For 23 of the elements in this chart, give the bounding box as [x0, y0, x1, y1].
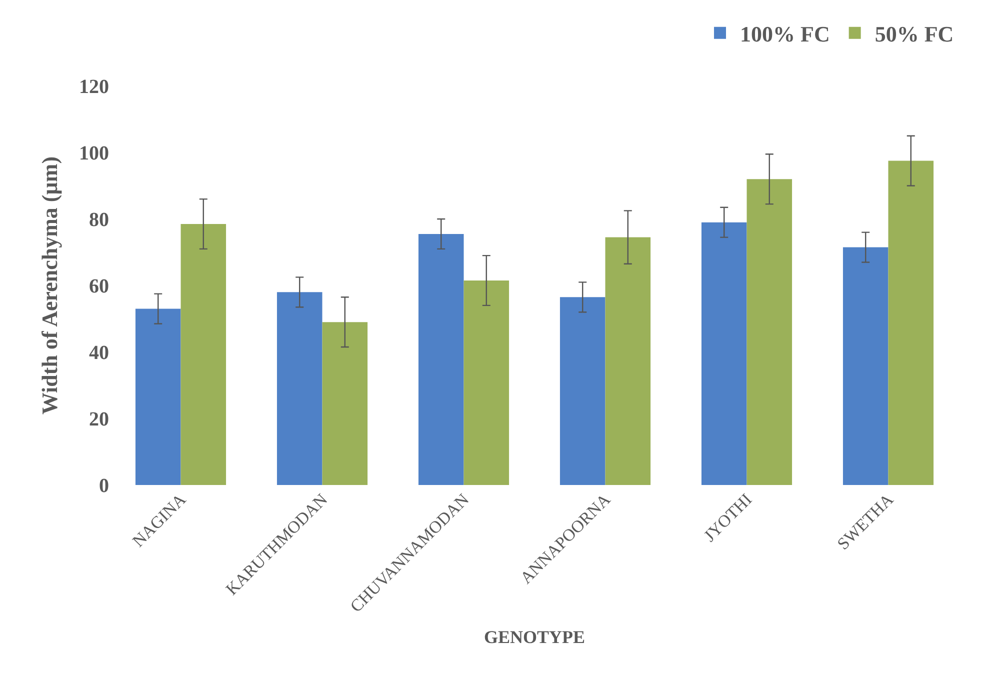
bar	[842, 247, 888, 485]
y-axis-title: Width of Aerenchyma (µm)	[36, 156, 62, 415]
bar	[701, 222, 747, 485]
bar	[605, 237, 651, 485]
bar	[464, 280, 510, 485]
bar	[888, 160, 934, 485]
y-tick-label: 60	[89, 276, 109, 298]
y-tick-label: 20	[89, 408, 109, 430]
y-tick-label: 100	[79, 142, 109, 164]
x-axis-title: GENOTYPE	[484, 627, 586, 648]
legend-label: 50% FC	[874, 21, 954, 46]
bar	[135, 308, 181, 485]
bar	[322, 322, 368, 485]
legend-label: 100% FC	[740, 21, 830, 46]
y-tick-label: 0	[99, 475, 109, 497]
y-tick-label: 120	[79, 76, 109, 98]
y-tick-label: 40	[89, 342, 109, 364]
y-tick-label: 80	[89, 209, 109, 231]
bar	[746, 179, 792, 485]
bar	[276, 292, 322, 485]
bar	[180, 224, 226, 485]
bar	[560, 297, 606, 485]
bar	[418, 234, 464, 485]
